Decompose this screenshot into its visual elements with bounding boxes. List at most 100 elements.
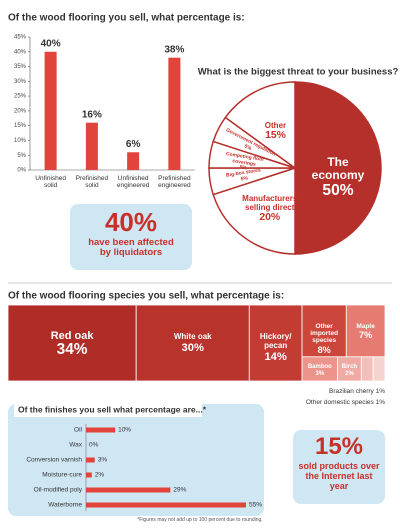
chart-title: What is the biggest threat to your busin… (198, 67, 399, 78)
cell-label: White oak 30% (136, 332, 249, 355)
bar (86, 487, 171, 493)
category-label: Manufacturers selling direct (242, 193, 298, 212)
title-background (14, 403, 202, 417)
category-label: Red oak (50, 329, 94, 342)
value-label: 29% (173, 487, 186, 494)
y-tick-label: 45% (14, 35, 27, 41)
value-label: 3% (98, 457, 108, 464)
y-tick-label: Oil-modified poly (34, 487, 83, 494)
pie-label: Other 15% (240, 120, 310, 142)
treemap-cell (248, 304, 303, 382)
y-tick-label: 5% (17, 153, 26, 159)
bar (86, 427, 116, 433)
cell-label: Bamboo 3% (308, 363, 332, 376)
finishes-box (8, 404, 264, 516)
cell-label: Birch 2% (342, 363, 358, 376)
y-tick-label: 25% (14, 94, 27, 100)
callout-box (293, 430, 385, 504)
cell-label: Other imported species 8% (302, 323, 346, 354)
pie-slice (212, 166, 296, 255)
pie-label: Manufacturers selling direct 20% (235, 193, 305, 224)
category-label: The economy (311, 155, 365, 183)
bar (86, 457, 95, 463)
category-label: Maple (356, 323, 375, 331)
cell-label: Hickory/ pecan 14% (249, 333, 302, 363)
y-tick-label: 20% (14, 108, 27, 114)
value-label: 14% (264, 350, 287, 363)
y-tick-label: Moisture-cure (42, 472, 82, 479)
value-label: 20% (259, 212, 281, 224)
treemap-cell (301, 304, 347, 358)
y-tick-label: 15% (14, 123, 27, 129)
callout-text: have been affected by liquidators (88, 237, 174, 259)
x-tick-label: Prefinished engineered (158, 175, 191, 190)
x-tick-label: Unfinished solid (35, 175, 66, 190)
treemap-cell (345, 304, 386, 358)
treemap-cell (301, 356, 339, 382)
value-label: 2% (95, 472, 105, 479)
value-label: 38% (164, 44, 184, 55)
category-label: Brazilian cherry (329, 388, 375, 395)
y-tick-label: Oil (74, 427, 83, 434)
bar (168, 57, 181, 170)
y-tick-label: Waterborne (48, 502, 82, 509)
treemap-cell (360, 356, 374, 382)
value-label: 1% (376, 388, 386, 395)
y-tick-label: 30% (14, 79, 27, 85)
bar (44, 51, 57, 170)
value-label: 0% (89, 442, 99, 449)
value-label: 16% (82, 109, 102, 120)
callout-box (70, 204, 192, 270)
cell-label: Red oak 34% (8, 330, 136, 359)
y-tick-label: 40% (14, 49, 27, 55)
bar (127, 152, 140, 170)
y-tick-label: 10% (14, 138, 27, 144)
x-tick-label: Unfinished engineered (116, 175, 150, 190)
y-tick-label: Conversion varnish (26, 457, 82, 464)
footnote: *Figures may not add up to 100 percent d… (137, 517, 263, 523)
value-label: 6% (126, 139, 141, 150)
category-label: Other domestic species (306, 399, 375, 406)
value-label: 34% (56, 340, 88, 358)
chart-title: Of the wood flooring you sell, what perc… (8, 13, 245, 24)
y-tick-label: Wax (69, 442, 83, 449)
value-label: 7% (359, 330, 373, 341)
y-tick-label: 35% (14, 64, 27, 70)
value-label: 1% (376, 399, 386, 406)
y-tick-label: 0% (17, 168, 26, 174)
pie-slice (294, 81, 382, 255)
value-label: 3% (315, 370, 324, 376)
category-label: Bamboo (308, 363, 332, 369)
callout-text: sold products over the Internet last yea… (298, 461, 380, 491)
cell-label: Maple 7% (346, 323, 385, 340)
category-label: Birch (342, 363, 358, 369)
value-label: 40% (41, 38, 61, 49)
pie-label: The economy 50% (303, 155, 373, 200)
treemap-cell (372, 356, 386, 382)
chart-title: Of the finishes you sell what percentage… (18, 404, 207, 414)
treemap-cell (135, 304, 250, 382)
value-label: 10% (118, 427, 131, 434)
pie-slice (224, 81, 296, 170)
outside-label: Other domestic species 1% (306, 399, 385, 406)
category-label: Hickory/ pecan (259, 332, 292, 351)
bar (86, 502, 246, 508)
category-label: White oak (173, 332, 212, 342)
callout-value: 15% (314, 433, 364, 460)
x-tick-label: Prefinished solid (75, 175, 109, 190)
value-label: 55% (249, 502, 262, 509)
outside-label: Brazilian cherry 1% (329, 388, 385, 395)
bar (85, 122, 98, 170)
value-label: 2% (345, 370, 354, 376)
treemap-cell (7, 304, 137, 382)
callout-value: 40% (104, 207, 158, 237)
category-label: Other (264, 120, 287, 130)
chart-title: Of the wood flooring species you sell, w… (8, 291, 284, 302)
bar (86, 472, 92, 478)
value-label: 50% (322, 182, 354, 200)
value-label: 30% (181, 342, 204, 355)
value-label: 15% (265, 130, 286, 142)
category-label: Other imported species (310, 323, 339, 345)
